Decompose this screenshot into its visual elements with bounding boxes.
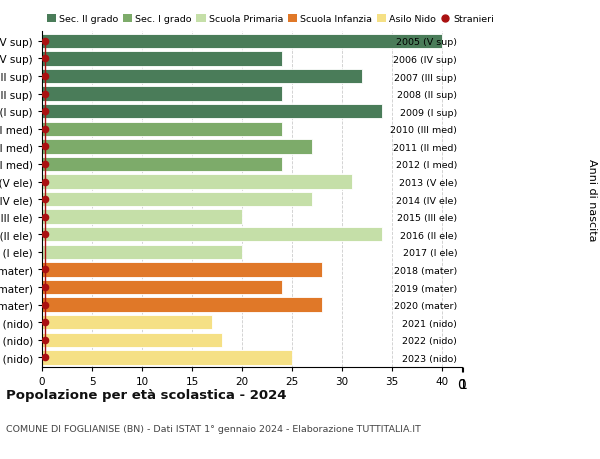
Bar — [42, 280, 282, 295]
Bar — [42, 140, 312, 154]
Bar — [42, 298, 322, 312]
Text: Popolazione per età scolastica - 2024: Popolazione per età scolastica - 2024 — [6, 388, 287, 401]
Bar — [42, 87, 282, 101]
Legend: Sec. II grado, Sec. I grado, Scuola Primaria, Scuola Infanzia, Asilo Nido, Stran: Sec. II grado, Sec. I grado, Scuola Prim… — [47, 15, 494, 24]
Text: Anni di nascita: Anni di nascita — [587, 158, 597, 241]
Bar — [42, 105, 382, 119]
Bar — [42, 34, 442, 49]
Bar — [42, 70, 362, 84]
Bar — [42, 192, 312, 207]
Bar — [42, 333, 222, 347]
Bar — [42, 175, 352, 189]
Bar — [42, 52, 282, 67]
Bar — [42, 315, 212, 330]
Bar — [42, 263, 322, 277]
Bar — [42, 210, 242, 224]
Bar — [42, 245, 242, 259]
Text: COMUNE DI FOGLIANISE (BN) - Dati ISTAT 1° gennaio 2024 - Elaborazione TUTTITALIA: COMUNE DI FOGLIANISE (BN) - Dati ISTAT 1… — [6, 425, 421, 434]
Bar — [42, 350, 292, 365]
Bar — [42, 122, 282, 137]
Bar — [42, 157, 282, 172]
Bar — [42, 228, 382, 242]
